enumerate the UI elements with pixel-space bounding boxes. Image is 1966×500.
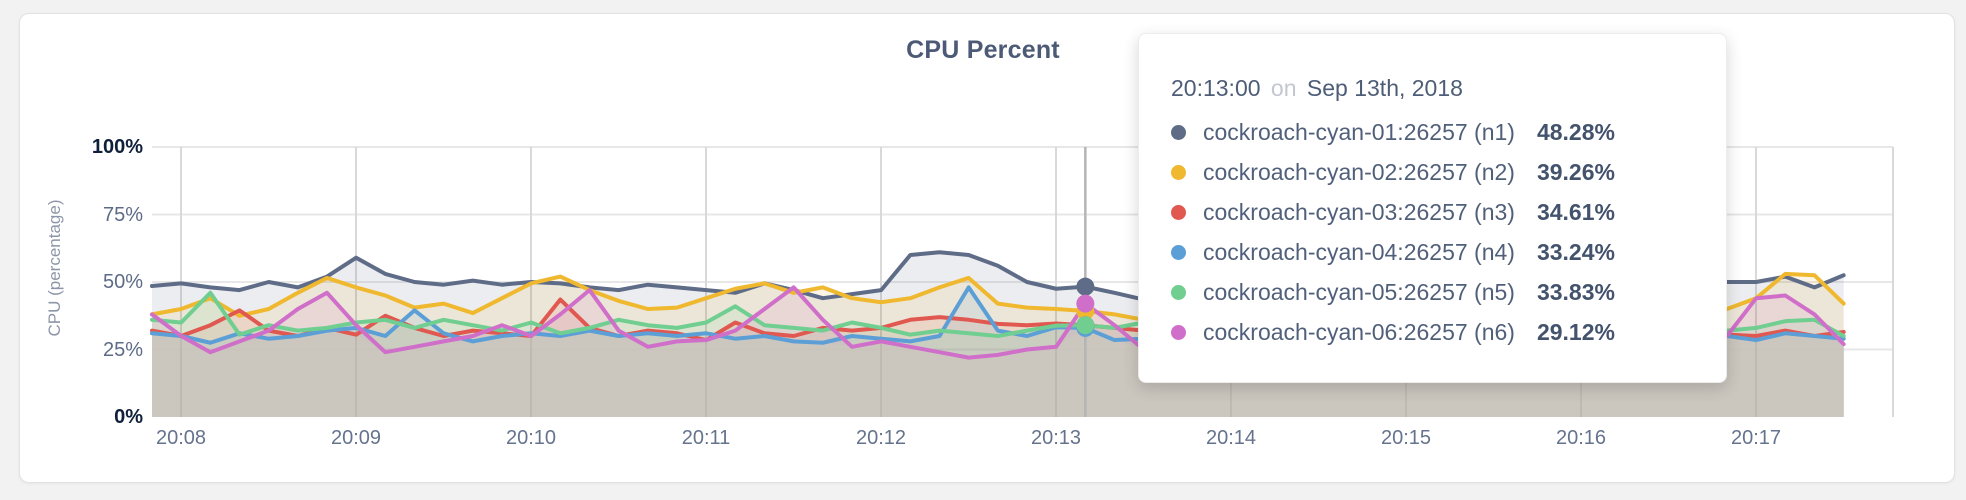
tooltip-row: cockroach-cyan-06:26257 (n6) 29.12% [1171,312,1692,352]
x-tick-label: 20:14 [1205,427,1257,449]
tooltip-node-label: cockroach-cyan-01:26257 (n1) [1203,118,1515,145]
series-color-dot-icon [1171,324,1186,340]
x-tick-label: 20:13 [1030,427,1082,449]
x-tick-label: 20:11 [681,427,731,449]
y-tick-label: 0% [114,406,143,428]
tooltip-time: 20:13:00 [1171,75,1261,101]
x-tick-label: 20:16 [1555,427,1607,449]
series-color-dot-icon [1171,284,1186,300]
hover-tooltip: 20:13:00 on Sep 13th, 2018 cockroach-cya… [1138,33,1727,383]
series-color-dot-icon [1171,124,1186,140]
tooltip-node-value: 29.12% [1536,318,1615,345]
hover-dot [1076,277,1095,296]
tooltip-header: 20:13:00 on Sep 13th, 2018 [1171,74,1692,102]
tooltip-row: cockroach-cyan-04:26257 (n4) 33.24% [1171,232,1692,272]
hover-dot [1076,316,1095,335]
tooltip-row: cockroach-cyan-01:26257 (n1) 48.28% [1171,112,1692,152]
x-tick-label: 20:10 [505,427,557,449]
hover-dot [1076,294,1095,313]
tooltip-node-value: 34.61% [1536,198,1615,225]
tooltip-node-label: cockroach-cyan-06:26257 (n6) [1203,318,1515,345]
tooltip-node-label: cockroach-cyan-02:26257 (n2) [1203,158,1515,185]
x-tick-label: 20:08 [155,427,207,449]
y-tick-label: 100% [91,136,143,158]
tooltip-node-value: 39.26% [1536,158,1615,185]
y-tick-label: 75% [102,203,143,226]
tooltip-on-text: on [1270,75,1297,101]
y-tick-label: 50% [102,271,143,293]
tooltip-node-label: cockroach-cyan-04:26257 (n4) [1203,238,1515,265]
tooltip-row: cockroach-cyan-05:26257 (n5) 33.83% [1171,272,1692,312]
tooltip-row: cockroach-cyan-03:26257 (n3) 34.61% [1171,192,1692,232]
tooltip-node-label: cockroach-cyan-03:26257 (n3) [1203,198,1515,225]
tooltip-row: cockroach-cyan-02:26257 (n2) 39.26% [1171,152,1692,192]
tooltip-date: Sep 13th, 2018 [1306,75,1463,101]
y-tick-label: 25% [102,338,143,361]
tooltip-node-value: 33.24% [1536,238,1615,265]
series-color-dot-icon [1171,204,1186,220]
series-color-dot-icon [1171,164,1186,180]
x-tick-label: 20:09 [330,427,382,449]
x-tick-label: 20:15 [1380,427,1432,449]
tooltip-rows: cockroach-cyan-01:26257 (n1) 48.28% cockro… [1171,112,1692,352]
x-tick-label: 20:12 [855,427,907,449]
tooltip-node-value: 33.83% [1536,278,1615,305]
x-tick-label: 20:17 [1730,427,1782,449]
tooltip-node-label: cockroach-cyan-05:26257 (n5) [1203,278,1515,305]
tooltip-node-value: 48.28% [1536,118,1615,145]
series-color-dot-icon [1171,244,1186,260]
chart-title: CPU Percent [906,36,1060,64]
